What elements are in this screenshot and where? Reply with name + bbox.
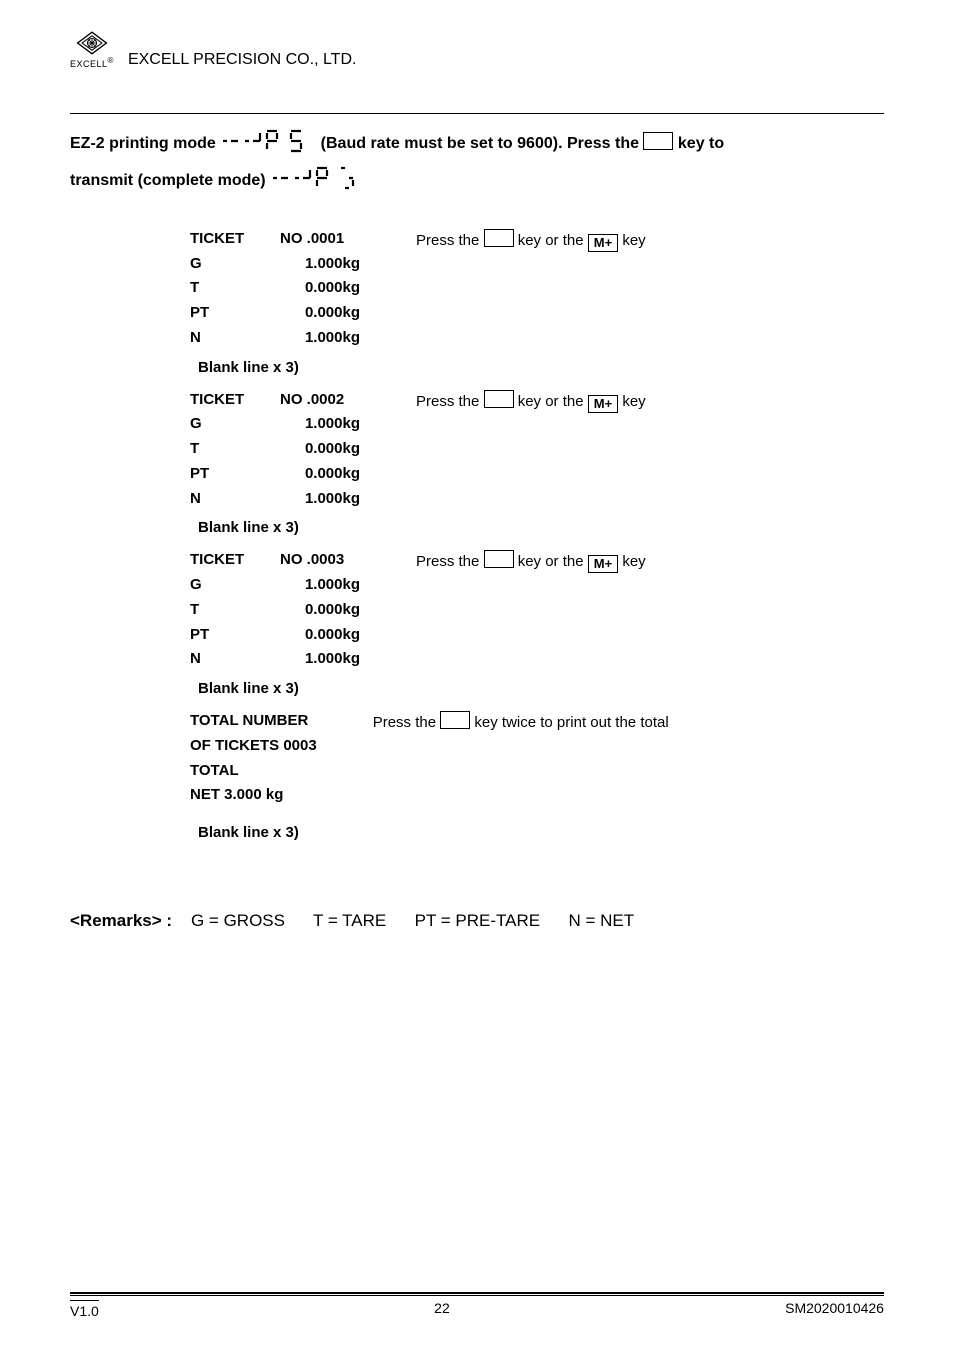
blank-line-4: Blank line x 3): [198, 824, 884, 841]
blank-key-icon: [484, 550, 514, 568]
footer-doc: SM2020010426: [785, 1300, 884, 1319]
press-instruction-2: Press the key or the M+ key: [416, 390, 646, 413]
seg-complete-icon: [270, 165, 370, 202]
tickets-area: TICKETNO .0001 G1.000kg T0.000kg PT0.000…: [190, 227, 884, 841]
blank-key-icon: [643, 132, 673, 150]
footer-version: V1.0: [70, 1300, 99, 1319]
ticket-3: TICKETNO .0003 G1.000kg T0.000kg PT0.000…: [190, 548, 884, 672]
press-instruction-1: Press the key or the M+ key: [416, 229, 646, 252]
blank-key-icon: [484, 390, 514, 408]
remarks: <Remarks> : G = GROSS T = TARE PT = PRE-…: [70, 911, 884, 931]
blank-line-3: Blank line x 3): [198, 680, 884, 697]
header-rule: [70, 113, 884, 114]
mplus-key-icon: M+: [588, 234, 618, 252]
excell-logo-icon: [74, 30, 110, 56]
logo: EXCELL®: [70, 30, 114, 69]
ticket-1: TICKETNO .0001 G1.000kg T0.000kg PT0.000…: [190, 227, 884, 351]
total-block: TOTAL NUMBER OF TICKETS 0003 TOTAL NET 3…: [190, 709, 884, 808]
blank-key-icon: [440, 711, 470, 729]
press-instruction-total: Press the key twice to print out the tot…: [373, 711, 669, 731]
page-header: EXCELL® EXCELL PRECISION CO., LTD.: [70, 30, 884, 69]
footer-page: 22: [434, 1300, 450, 1319]
logo-text: EXCELL®: [70, 56, 114, 69]
blank-line-2: Blank line x 3): [198, 519, 884, 536]
intro-text: EZ-2 printing mode (Baud rate must be se…: [70, 128, 884, 203]
mplus-key-icon: M+: [588, 555, 618, 573]
mplus-key-icon: M+: [588, 395, 618, 413]
company-name: EXCELL PRECISION CO., LTD.: [128, 51, 357, 69]
blank-line-1: Blank line x 3): [198, 359, 884, 376]
press-instruction-3: Press the key or the M+ key: [416, 550, 646, 573]
ticket-2: TICKETNO .0002 G1.000kg T0.000kg PT0.000…: [190, 388, 884, 512]
page-footer: V1.0 22 SM2020010426: [70, 1292, 884, 1320]
blank-key-icon: [484, 229, 514, 247]
seg-mode-icon: [220, 128, 316, 165]
